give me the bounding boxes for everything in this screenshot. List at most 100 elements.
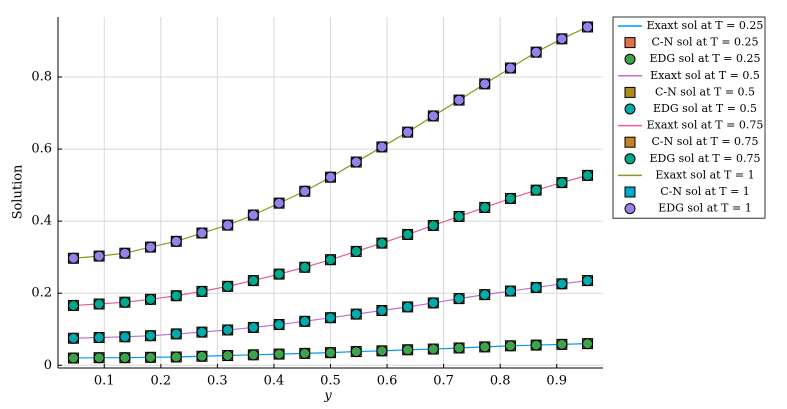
circle-marker [556,177,568,189]
y-tick-label: 0 [44,358,52,373]
circle-marker [67,352,79,364]
circle-marker [504,285,516,297]
circle-marker [196,350,208,362]
circle-marker [196,326,208,338]
legend-label: EDG sol at T = 0.5 [653,102,757,115]
circle-marker [582,275,594,287]
circle-marker [170,351,182,363]
circle-marker [170,290,182,302]
circle-marker [479,289,491,301]
circle-marker [624,203,636,215]
circle-marker [145,351,157,363]
circle-marker [402,301,414,313]
circle-marker [119,296,131,308]
legend-label: C-N sol at T = 0.75 [651,135,758,148]
circle-marker [273,348,285,360]
x-tick-label: 0.8 [490,374,511,389]
circle-marker [376,345,388,357]
y-tick-label: 0.4 [31,214,52,229]
circle-marker [273,268,285,280]
circle-marker [196,227,208,239]
circle-marker [453,293,465,305]
circle-marker [556,338,568,350]
circle-marker [350,245,362,257]
legend-label: Exaxt sol at T = 1 [655,168,754,181]
circle-marker [119,352,131,364]
legend-label: C-N sol at T = 0.5 [655,85,755,98]
circle-marker [145,330,157,342]
legend-box [612,16,766,219]
circle-marker [402,126,414,138]
x-tick-label: 0.1 [94,374,115,389]
circle-marker [222,219,234,231]
legend-label: Exaxt sol at T = 0.75 [647,119,764,132]
circle-marker [376,304,388,316]
legend-label: EDG sol at T = 1 [658,202,751,215]
circle-marker [556,278,568,290]
circle-marker [222,280,234,292]
circle-marker [350,156,362,168]
circle-marker [67,299,79,311]
circle-marker [479,78,491,90]
circle-marker [222,350,234,362]
circle-marker [325,347,336,359]
legend-label: C-N sol at T = 0.25 [651,36,758,49]
circle-marker [247,349,259,361]
circle-marker [624,103,636,115]
legend-label: C-N sol at T = 1 [660,185,750,198]
legend-label: EDG sol at T = 0.25 [650,52,761,65]
circle-marker [247,275,259,287]
circle-marker [427,343,439,355]
circle-marker [273,197,285,209]
circle-marker [67,332,79,344]
circle-marker [479,341,491,353]
circle-marker [325,254,336,266]
circle-marker [93,332,105,344]
circle-marker [299,185,311,197]
circle-marker [530,184,542,196]
circle-marker [119,247,131,259]
circle-marker [299,347,311,359]
circle-marker [247,209,259,221]
circle-marker [170,235,182,247]
circle-marker [530,339,542,351]
circle-marker [222,324,234,336]
circle-marker [145,241,157,253]
circle-marker [299,261,311,273]
circle-marker [504,192,516,204]
circle-marker [453,94,465,106]
circle-marker [582,169,594,181]
x-tick-label: 0.7 [433,374,454,389]
circle-marker [582,338,594,350]
circle-marker [453,342,465,354]
circle-marker [504,340,516,352]
y-tick-label: 0.6 [31,142,52,157]
circle-marker [93,298,105,310]
legend: Exaxt sol at T = 0.25 C-N sol at T = 0.25… [612,16,766,219]
circle-marker [376,237,388,249]
y-axis-label: Solution [11,164,26,219]
x-tick-label: 0.3 [207,374,228,389]
y-tick-label: 0.8 [31,70,52,85]
circle-marker [196,285,208,297]
square-marker [624,37,636,49]
circle-marker [119,331,131,343]
circle-marker [427,219,439,231]
circle-marker [530,46,542,58]
circle-marker [402,344,414,356]
x-tick-label: 0.5 [320,374,341,389]
circle-marker [427,297,439,309]
legend-label: EDG sol at T = 0.75 [650,152,761,165]
circle-marker [247,321,259,333]
x-tick-label: 0.4 [264,374,285,389]
circle-marker [325,312,336,324]
circle-marker [273,319,285,331]
y-tick-label: 0.2 [31,286,52,301]
circle-marker [145,293,157,305]
circle-marker [453,210,465,222]
circle-marker [376,141,388,153]
legend-label: Exaxt sol at T = 0.25 [647,19,764,32]
x-tick-label: 0.9 [546,374,567,389]
circle-marker [530,281,542,293]
